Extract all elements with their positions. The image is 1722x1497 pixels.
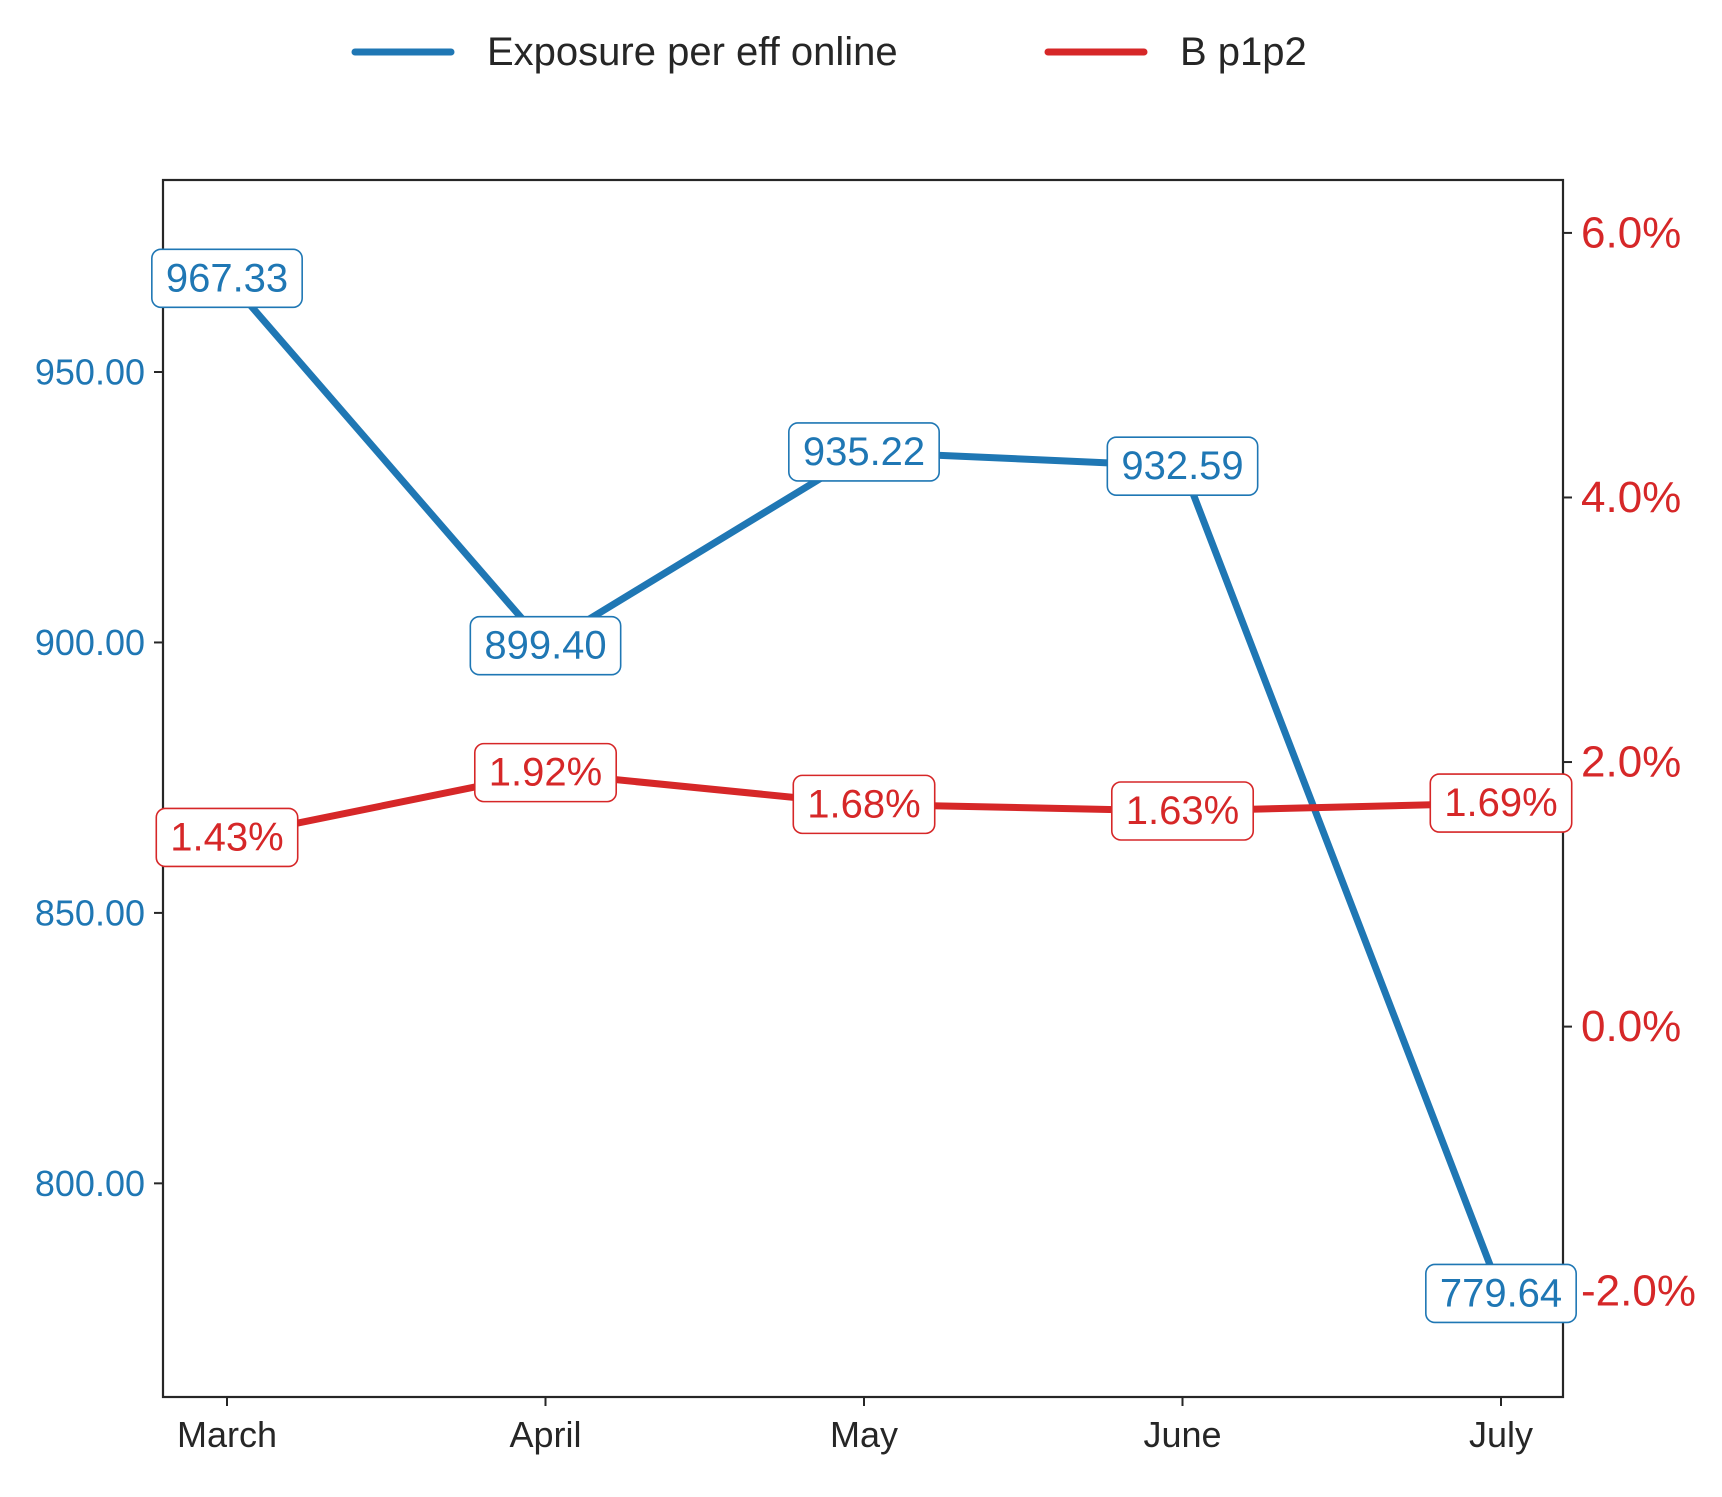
x-axis-tick-label: April (509, 1414, 581, 1455)
x-axis-tick-label: July (1469, 1414, 1533, 1455)
data-label-text: 1.92% (489, 751, 602, 795)
right-axis-tick-label: -2.0% (1581, 1267, 1696, 1316)
right-axis-tick-label: 0.0% (1581, 1002, 1681, 1051)
left-axis-tick-label: 950.00 (35, 352, 145, 393)
x-axis-tick-label: June (1143, 1414, 1221, 1455)
data-label-box (473, 742, 618, 803)
data-label-box (792, 774, 936, 835)
data-label: 779.64 (1425, 1263, 1577, 1324)
x-axis-tick-label: May (830, 1414, 898, 1455)
legend-label-1: Exposure per eff online (487, 30, 898, 74)
data-label-text: 1.43% (170, 815, 283, 859)
data-label: 899.40 (469, 615, 622, 676)
data-label: 1.43% (155, 807, 299, 868)
data-label-text: 1.63% (1126, 789, 1239, 833)
data-label-text: 779.64 (1440, 1271, 1562, 1315)
x-axis-tick-label: March (177, 1414, 277, 1455)
data-label: 932.59 (1106, 436, 1259, 496)
data-label-box (151, 248, 303, 309)
data-label-box (788, 422, 940, 482)
plot-area: 800.00 850.00 900.00 950.00 -2.0% 0.0% 2.0% 4.0… (35, 178, 1696, 1455)
data-label-text: 1.68% (807, 782, 920, 826)
data-label-box (1106, 436, 1259, 496)
legend-label-2: B p1p2 (1180, 30, 1307, 74)
right-axis-tick-label: 2.0% (1581, 738, 1681, 787)
data-label-box (1429, 773, 1573, 833)
data-label-text: 932.59 (1121, 444, 1243, 488)
data-label-box (1110, 781, 1255, 841)
data-label: 967.33 (151, 248, 303, 309)
data-label-text: 967.33 (166, 256, 288, 300)
data-label-box (155, 807, 299, 868)
legend: Exposure per eff online B p1p2 (351, 30, 1307, 74)
left-axis-tick-label: 800.00 (35, 1163, 145, 1204)
right-axis-tick-label: 6.0% (1581, 208, 1681, 257)
data-label: 1.92% (473, 742, 618, 803)
data-label-text: 899.40 (484, 624, 606, 668)
right-axis-tick-label: 4.0% (1581, 473, 1681, 522)
data-label: 1.69% (1429, 773, 1573, 833)
data-label: 1.68% (792, 774, 936, 835)
left-axis-tick-label: 850.00 (35, 892, 145, 933)
left-axis-tick-label: 900.00 (35, 622, 145, 663)
data-label: 935.22 (788, 422, 940, 482)
data-label-box (1425, 1263, 1577, 1324)
data-label-box (469, 615, 622, 676)
data-label-text: 935.22 (803, 430, 925, 474)
data-label: 1.63% (1110, 781, 1255, 841)
data-label-text: 1.69% (1444, 781, 1557, 825)
